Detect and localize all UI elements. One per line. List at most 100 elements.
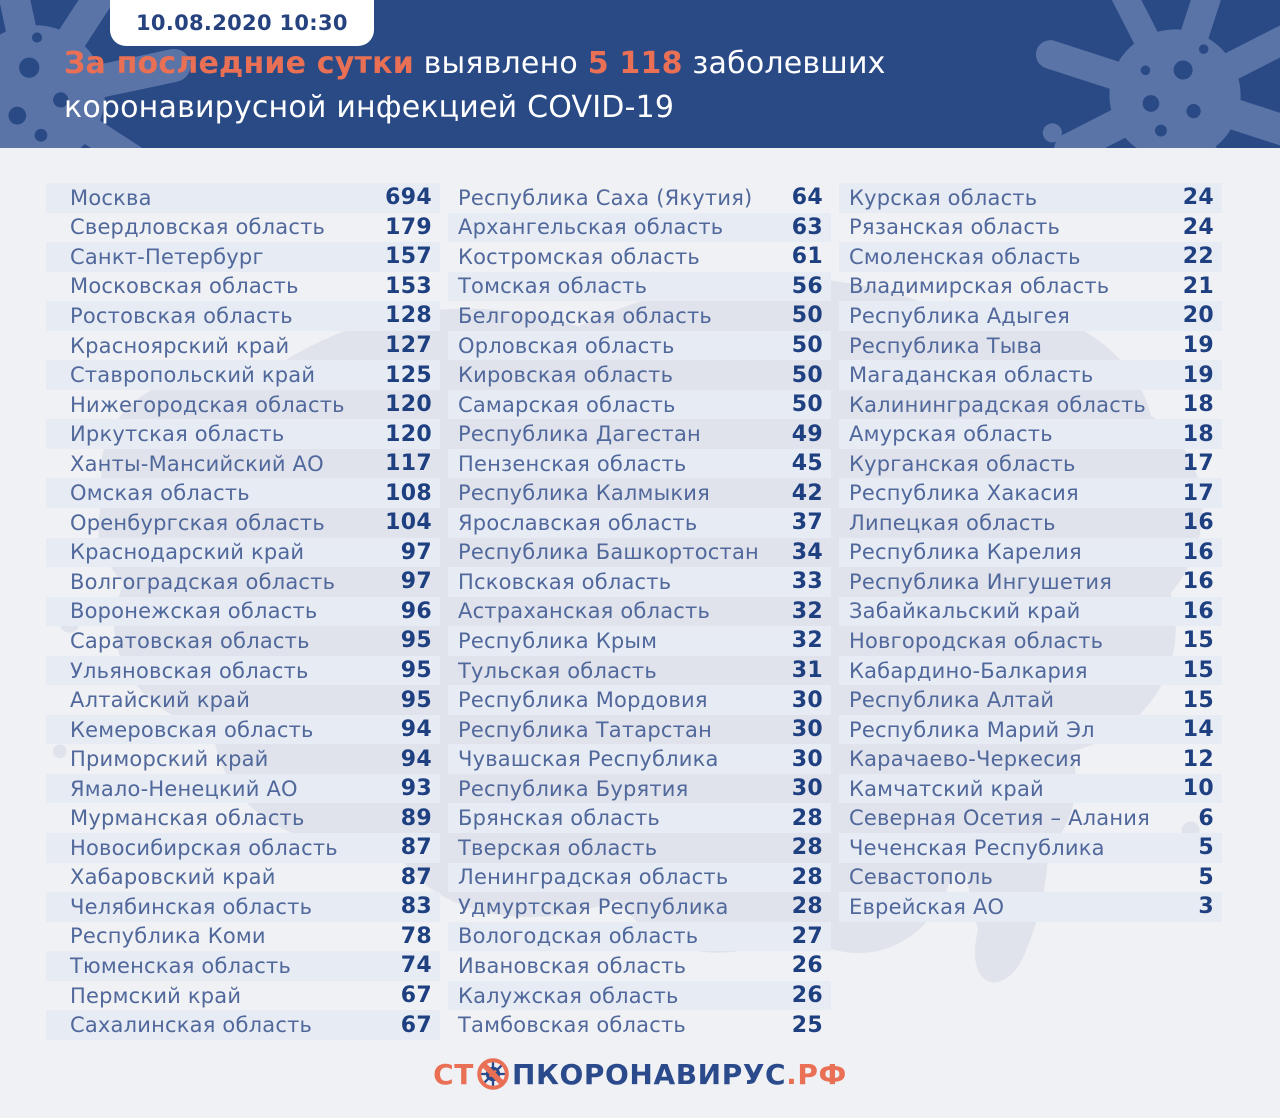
region-name: Хабаровский край <box>70 865 276 890</box>
table-row: Приморский край 94 <box>46 744 440 774</box>
region-value: 16 <box>1182 598 1214 624</box>
region-name: Республика Мордовия <box>458 688 708 713</box>
table-row: Республика Татарстан 30 <box>448 715 831 745</box>
region-name: Смоленская область <box>849 244 1081 269</box>
region-name: Республика Адыгея <box>849 303 1070 328</box>
region-value: 15 <box>1182 628 1214 654</box>
region-value: 32 <box>791 598 823 624</box>
region-value: 6 <box>1198 805 1214 831</box>
region-name: Тверская область <box>458 835 658 860</box>
region-name: Ростовская область <box>70 303 293 328</box>
region-value: 32 <box>791 628 823 654</box>
region-value: 95 <box>400 687 432 713</box>
table-row: Ленинградская область 28 <box>448 862 831 893</box>
region-name: Новгородская область <box>849 628 1104 653</box>
table-row: Ярославская область 37 <box>448 508 831 538</box>
region-name: Калужская область <box>458 983 679 1008</box>
region-name: Архангельская область <box>458 215 724 240</box>
region-name: Республика Башкортостан <box>458 540 759 565</box>
region-value: 87 <box>400 864 432 890</box>
table-row: Новгородская область 15 <box>839 626 1222 656</box>
region-value: 694 <box>385 185 432 211</box>
table-row: Республика Хакасия 17 <box>839 478 1222 509</box>
region-name: Челябинская область <box>70 894 313 919</box>
region-name: Новосибирская область <box>70 835 338 860</box>
table-row: Магаданская область 19 <box>839 360 1222 390</box>
region-name: Республика Алтай <box>849 688 1055 713</box>
region-name: Еврейская АО <box>849 894 1005 919</box>
table-row: Оренбургская область 104 <box>46 508 440 538</box>
region-value: 153 <box>385 273 432 299</box>
table-row: Мурманская область 89 <box>46 803 440 833</box>
region-value: 15 <box>1182 658 1214 684</box>
table-row: Республика Алтай 15 <box>839 685 1222 715</box>
region-value: 30 <box>791 717 823 743</box>
title-line-1: За последние сутки выявлено 5 118 заболе… <box>64 42 886 86</box>
table-row: Республика Башкортостан 34 <box>448 538 831 568</box>
region-name: Тамбовская область <box>458 1013 686 1038</box>
table-row: Пермский край 67 <box>46 981 440 1011</box>
table-row: Еврейская АО 3 <box>839 892 1222 922</box>
region-value: 21 <box>1182 273 1214 299</box>
region-value: 56 <box>791 273 823 299</box>
region-value: 5 <box>1198 864 1214 890</box>
region-name: Белгородская область <box>458 303 712 328</box>
table-row: Чувашская Республика 30 <box>448 744 831 774</box>
table-row: Московская область 153 <box>46 272 440 302</box>
region-name: Курская область <box>849 185 1038 210</box>
region-value: 15 <box>1182 687 1214 713</box>
page-title: За последние сутки выявлено 5 118 заболе… <box>64 42 886 130</box>
table-row: Ульяновская область 95 <box>46 655 440 686</box>
region-name: Курганская область <box>849 451 1076 476</box>
table-row: Ивановская область 26 <box>448 951 831 981</box>
region-value: 125 <box>385 362 432 388</box>
region-name: Воронежская область <box>70 599 318 624</box>
region-name: Северная Осетия – Алания <box>849 806 1150 831</box>
table-row: Республика Калмыкия 42 <box>448 478 831 508</box>
region-name: Брянская область <box>458 806 660 831</box>
table-row: Ростовская область 128 <box>46 301 440 331</box>
region-name: Республика Бурятия <box>458 776 689 801</box>
region-name: Саратовская область <box>70 628 310 653</box>
date-badge: 10.08.2020 10:30 <box>110 0 374 46</box>
table-row: Самарская область 50 <box>448 389 831 420</box>
region-value: 127 <box>385 333 432 358</box>
table-row: Республика Адыгея 20 <box>839 301 1222 331</box>
table-row: Кировская область 50 <box>448 360 831 390</box>
region-value: 128 <box>385 303 432 329</box>
table-row: Тверская область 28 <box>448 833 831 863</box>
region-name: Рязанская область <box>849 215 1061 240</box>
region-name: Республика Марий Эл <box>849 717 1095 742</box>
table-row: Челябинская область 83 <box>46 892 440 922</box>
table-row: Карачаево-Черкесия 12 <box>839 744 1222 774</box>
table-row: Орловская область 50 <box>448 330 831 361</box>
region-name: Приморский край <box>70 747 269 772</box>
regions-column-1: Москва 694 Свердловская область 179 Санкт-Пе… <box>46 183 440 1040</box>
region-value: 63 <box>791 214 823 240</box>
region-name: Удмуртская Республика <box>458 894 729 919</box>
region-value: 16 <box>1182 510 1214 536</box>
table-row: Вологодская область 27 <box>448 921 831 952</box>
region-value: 24 <box>1182 214 1214 240</box>
region-name: Ульяновская область <box>70 658 309 683</box>
region-name: Свердловская область <box>70 215 326 240</box>
region-name: Республика Хакасия <box>849 481 1079 506</box>
region-value: 95 <box>400 628 432 654</box>
title-line-2: коронавирусной инфекцией COVID-19 <box>64 90 675 125</box>
region-name: Тюменская область <box>70 953 292 978</box>
table-row: Владимирская область 21 <box>839 272 1222 302</box>
region-value: 104 <box>385 510 432 536</box>
stopcoronavirus-logo[interactable]: СТ <box>433 1056 847 1092</box>
table-row: Забайкальский край 16 <box>839 596 1222 627</box>
region-value: 28 <box>791 894 823 920</box>
region-value: 120 <box>385 392 432 418</box>
table-row: Калужская область 26 <box>448 980 831 1011</box>
table-row: Брянская область 28 <box>448 803 831 834</box>
region-name: Сахалинская область <box>70 1013 313 1038</box>
region-name: Республика Калмыкия <box>458 481 710 506</box>
region-value: 45 <box>791 451 823 477</box>
table-row: Псковская область 33 <box>448 567 831 597</box>
title-text-1: выявлено <box>413 46 588 81</box>
table-row: Новосибирская область 87 <box>46 833 440 863</box>
table-row: Архангельская область 63 <box>448 212 831 243</box>
